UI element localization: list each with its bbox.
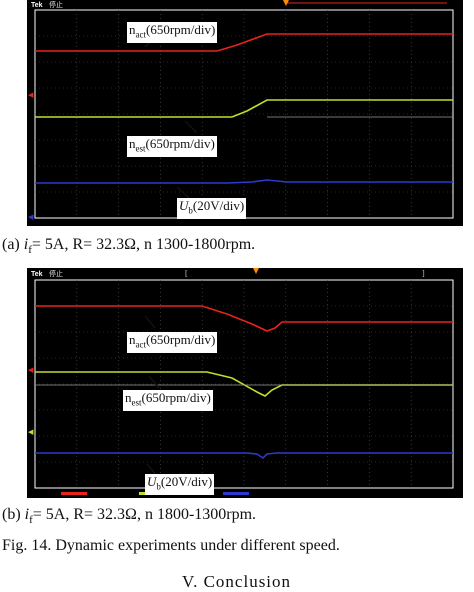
caption-b: (b) if= 5A, R= 32.3Ω, n 1800-1300rpm. <box>2 506 256 526</box>
scope-b-svg: Tek 停止 [ ] ◀ ◀ <box>27 268 463 498</box>
label-n-est-a: nest(650rpm/div) <box>127 136 217 157</box>
ch3-marker-a: ◀ <box>28 213 34 221</box>
caption-a: (a) if= 5A, R= 32.3Ω, n 1300-1800rpm. <box>2 236 255 256</box>
status-a: 停止 <box>49 0 63 9</box>
status-b: 停止 <box>49 269 63 278</box>
tek-logo-b: Tek <box>31 271 43 278</box>
ch3-tag-b <box>223 492 249 495</box>
scope-panel-a: Tek 停止 ◀ ◀ nact(650rpm/div) nest(650rpm/… <box>27 0 463 226</box>
ch1-marker-b: ◀ <box>28 366 34 374</box>
label-n-est-b: nest(650rpm/div) <box>123 390 213 411</box>
bracket-left-b: [ <box>185 269 188 278</box>
section-heading: V. Conclusion <box>182 572 291 592</box>
ch1-tag-b <box>61 492 87 495</box>
figure-caption: Fig. 14. Dynamic experiments under diffe… <box>2 537 340 555</box>
ch2-marker-b: ◀ <box>28 428 34 436</box>
tek-logo-a: Tek <box>31 2 43 9</box>
scope-panel-b: Tek 停止 [ ] ◀ ◀ nact(650rpm/div) nest(650… <box>27 268 463 498</box>
label-n-act-a: nact(650rpm/div) <box>127 22 217 43</box>
bracket-right-b: ] <box>422 269 425 278</box>
label-u-b-b: Ub(20V/div) <box>145 474 214 495</box>
label-n-act-b: nact(650rpm/div) <box>127 332 217 353</box>
label-u-b-a: Ub(20V/div) <box>177 198 246 219</box>
scope-a-svg: Tek 停止 ◀ ◀ <box>27 0 463 226</box>
ch1-marker-a: ◀ <box>28 91 34 99</box>
